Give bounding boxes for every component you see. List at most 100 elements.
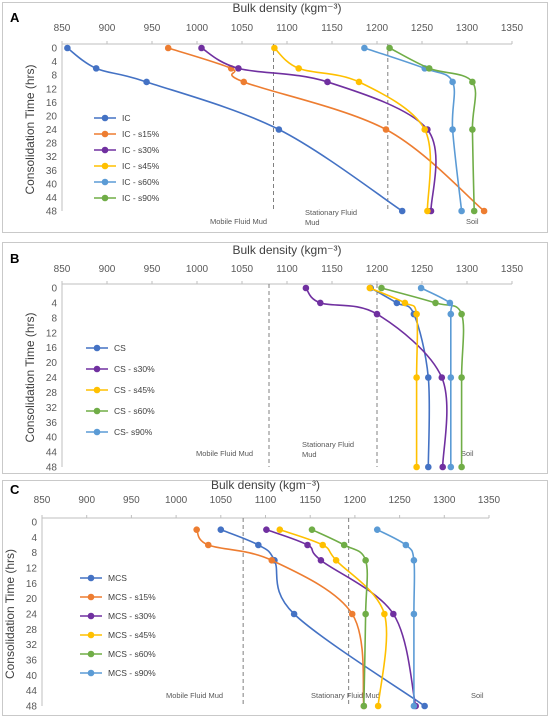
y-tick-label: 28 — [46, 388, 58, 399]
data-point — [373, 310, 381, 318]
panel-label-a: A — [10, 10, 20, 25]
x-tick-label: 950 — [144, 264, 161, 275]
x-tick-label: 850 — [54, 23, 71, 34]
legend-label: IC - s15% — [122, 129, 160, 139]
y-tick-label: 12 — [26, 564, 38, 575]
data-point — [263, 526, 270, 533]
data-point — [374, 702, 382, 710]
series-line — [279, 528, 388, 707]
data-point — [425, 463, 432, 471]
panel-label-b: B — [10, 251, 19, 266]
data-point — [164, 44, 172, 52]
legend-label: IC - s90% — [122, 193, 160, 203]
legend-marker — [87, 631, 95, 639]
y-tick-label: 20 — [46, 358, 58, 369]
y-tick-label: 12 — [46, 84, 58, 95]
data-point — [458, 310, 465, 318]
x-tick-label: 1350 — [501, 264, 524, 275]
y-tick-label: 16 — [26, 579, 38, 590]
x-tick-label: 1050 — [210, 495, 233, 506]
data-point — [317, 557, 325, 564]
data-point — [470, 207, 478, 215]
x-tick-label: 1200 — [366, 23, 389, 34]
x-tick-label: 850 — [54, 264, 71, 275]
zone-label-1: Mobile Fluid Mud — [166, 691, 223, 700]
panel-a — [2, 2, 548, 233]
data-point — [446, 299, 454, 307]
zone-label-2-cont: Mud — [305, 218, 320, 227]
panel-b — [2, 242, 548, 474]
data-point — [449, 126, 456, 133]
data-point — [398, 207, 406, 215]
data-point — [410, 557, 418, 564]
x-tick-label: 1300 — [456, 23, 479, 34]
x-tick-label: 950 — [144, 23, 161, 34]
y-tick-label: 20 — [46, 111, 58, 122]
data-point — [386, 44, 393, 52]
zone-label-2: Stationary Fluid — [302, 440, 354, 449]
data-point — [381, 610, 388, 618]
legend-marker — [93, 407, 101, 415]
data-point — [361, 44, 368, 52]
data-point — [348, 610, 356, 618]
x-tick-label: 1050 — [231, 264, 254, 275]
legend-marker — [101, 114, 109, 122]
data-point — [421, 702, 428, 710]
legend-marker — [93, 428, 101, 436]
data-point — [413, 374, 420, 381]
data-point — [458, 463, 465, 471]
y-tick-label: 0 — [31, 518, 37, 529]
y-tick-label: 20 — [26, 594, 38, 605]
zone-label-1: Mobile Fluid Mud — [196, 449, 253, 458]
data-point — [268, 557, 276, 564]
data-point — [373, 526, 381, 533]
zone-label-2: Stationary Fluid Mud — [311, 691, 380, 700]
legend-label: MCS - s30% — [108, 611, 156, 621]
y-tick-label: 40 — [46, 433, 58, 444]
data-point — [193, 526, 200, 533]
legend-marker — [87, 669, 95, 677]
x-tick-label: 1150 — [321, 23, 343, 34]
data-point — [340, 541, 348, 549]
x-tick-label: 1250 — [411, 264, 434, 275]
data-point — [332, 557, 340, 564]
series-line — [311, 528, 369, 707]
data-point — [390, 610, 397, 618]
y-tick-label: 48 — [46, 463, 58, 474]
data-point — [402, 541, 410, 549]
x-tick-label: 900 — [99, 23, 116, 34]
data-point — [143, 78, 150, 86]
x-tick-label: 1050 — [231, 23, 254, 34]
y-tick-label: 16 — [46, 343, 58, 354]
y-tick-label: 40 — [46, 179, 58, 190]
data-point — [469, 126, 476, 133]
legend-marker — [87, 650, 95, 658]
data-point — [425, 65, 433, 72]
zone-label-2-cont: Mud — [302, 450, 317, 459]
data-point — [304, 541, 311, 549]
y-tick-label: 12 — [46, 328, 58, 339]
data-point — [458, 207, 465, 215]
legend-label: CS - s45% — [114, 385, 155, 395]
y-tick-label: 36 — [46, 166, 58, 177]
y-tick-label: 4 — [51, 57, 57, 68]
y-tick-label: 16 — [46, 98, 58, 109]
data-point — [447, 310, 455, 318]
data-point — [480, 207, 488, 215]
zone-label-3: Soil — [466, 217, 479, 226]
y-tick-label: 48 — [46, 207, 58, 218]
legend-marker — [93, 386, 101, 394]
legend-label: IC - s45% — [122, 161, 160, 171]
data-point — [235, 65, 242, 72]
series-line — [266, 528, 417, 707]
legend-label: MCS - s45% — [108, 630, 156, 640]
series-line — [195, 529, 365, 707]
data-point — [64, 44, 71, 52]
zone-label-3: Soil — [471, 691, 484, 700]
data-point — [204, 541, 212, 549]
x-tick-label: 850 — [34, 495, 51, 506]
y-tick-label: 0 — [51, 284, 57, 295]
zone-label-2: Stationary Fluid — [305, 208, 357, 217]
data-point — [276, 526, 284, 533]
